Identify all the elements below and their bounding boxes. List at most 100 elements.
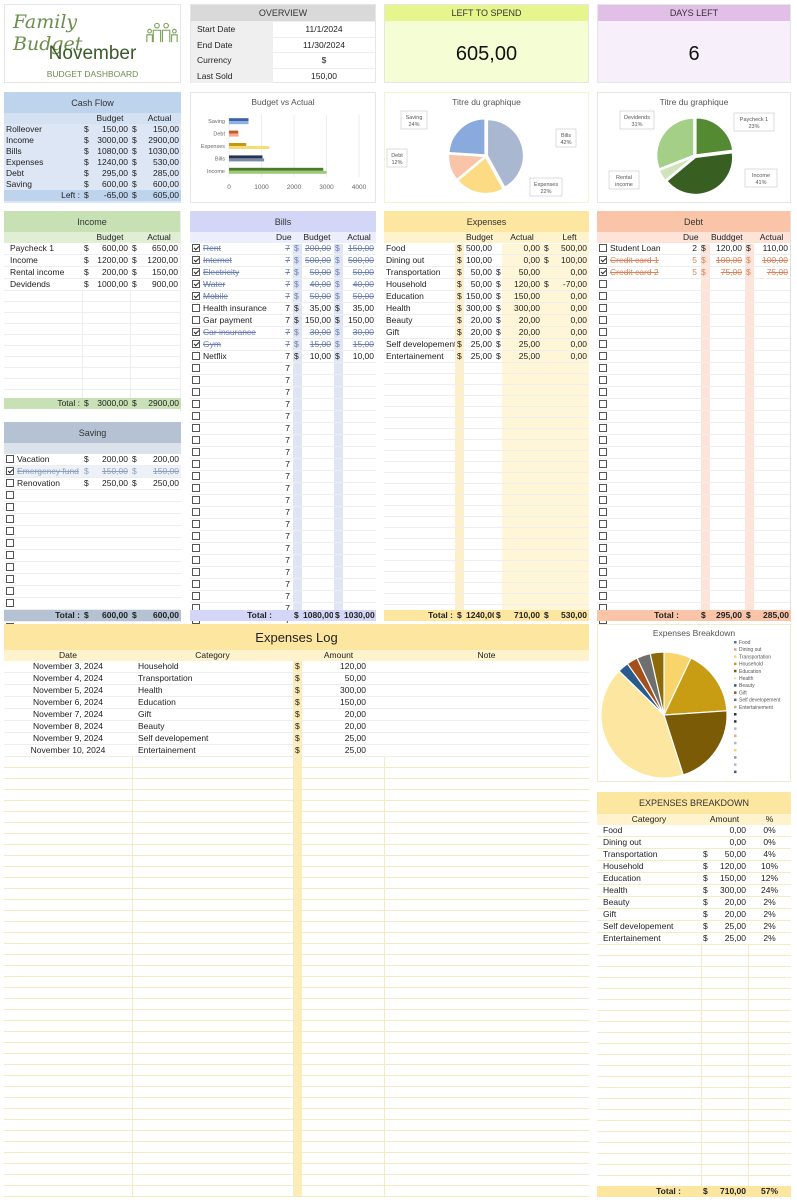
checkbox[interactable]	[192, 412, 200, 420]
log-note[interactable]	[384, 732, 589, 745]
checkbox[interactable]	[599, 400, 607, 408]
checkbox[interactable]	[192, 400, 200, 408]
checkbox[interactable]	[6, 563, 14, 571]
log-row[interactable]: November 5, 2024 Health $300,00	[4, 684, 589, 697]
checkbox[interactable]	[6, 551, 14, 559]
checkbox[interactable]	[192, 472, 200, 480]
checkbox[interactable]	[192, 364, 200, 372]
log-note[interactable]	[384, 672, 589, 685]
empty-row[interactable]	[4, 932, 589, 944]
empty-row[interactable]	[4, 866, 589, 878]
empty-row[interactable]	[4, 1185, 589, 1197]
empty-row[interactable]	[4, 1042, 589, 1054]
checkbox[interactable]	[192, 292, 200, 300]
checkbox[interactable]	[599, 532, 607, 540]
cashflow-pie-chart[interactable]: Titre du graphique Saving 24% Bills 42% Debt…	[384, 92, 589, 203]
checkbox[interactable]	[599, 388, 607, 396]
log-row[interactable]: November 4, 2024 Transportation $50,00	[4, 672, 589, 685]
empty-row[interactable]	[4, 987, 589, 999]
checkbox[interactable]	[599, 436, 607, 444]
checkbox[interactable]	[599, 484, 607, 492]
empty-row[interactable]	[4, 1141, 589, 1153]
log-row[interactable]: November 3, 2024 Household $120,00	[4, 661, 589, 673]
empty-row[interactable]	[4, 1086, 589, 1098]
checkbox[interactable]	[599, 460, 607, 468]
checkbox[interactable]	[599, 424, 607, 432]
empty-row[interactable]	[4, 822, 589, 834]
checkbox[interactable]	[6, 491, 14, 499]
checkbox[interactable]	[599, 280, 607, 288]
checkbox[interactable]	[6, 515, 14, 523]
checkbox[interactable]	[192, 544, 200, 552]
checkbox[interactable]	[6, 575, 14, 583]
budget-vs-actual-chart[interactable]: Budget vs Actual 0 1000 2000 3000 4000 Income…	[190, 92, 376, 203]
checkbox[interactable]	[192, 352, 200, 360]
empty-row[interactable]	[4, 1031, 589, 1043]
checkbox[interactable]	[6, 455, 14, 463]
empty-row[interactable]	[4, 1119, 589, 1131]
checkbox[interactable]	[599, 508, 607, 516]
log-row[interactable]: November 9, 2024 Self developement $25,00	[4, 732, 589, 745]
checkbox[interactable]	[6, 599, 14, 607]
checkbox[interactable]	[599, 592, 607, 600]
empty-row[interactable]	[4, 899, 589, 911]
checkbox[interactable]	[599, 412, 607, 420]
checkbox[interactable]	[599, 556, 607, 564]
checkbox[interactable]	[192, 520, 200, 528]
checkbox[interactable]	[192, 280, 200, 288]
empty-row[interactable]	[4, 1075, 589, 1087]
checkbox[interactable]	[192, 556, 200, 564]
checkbox[interactable]	[599, 328, 607, 336]
checkbox[interactable]	[192, 484, 200, 492]
checkbox[interactable]	[599, 256, 607, 264]
checkbox[interactable]	[6, 467, 14, 475]
empty-row[interactable]	[4, 767, 589, 779]
checkbox[interactable]	[599, 448, 607, 456]
checkbox[interactable]	[192, 604, 200, 612]
empty-row[interactable]	[4, 1163, 589, 1175]
checkbox[interactable]	[192, 244, 200, 252]
checkbox[interactable]	[192, 256, 200, 264]
empty-row[interactable]	[4, 1097, 589, 1109]
checkbox[interactable]	[6, 503, 14, 511]
log-row[interactable]: November 6, 2024 Education $150,00	[4, 696, 589, 709]
checkbox[interactable]	[599, 364, 607, 372]
checkbox[interactable]	[192, 616, 200, 624]
checkbox[interactable]	[599, 580, 607, 588]
empty-row[interactable]	[4, 800, 589, 812]
empty-row[interactable]	[4, 1020, 589, 1032]
empty-row[interactable]	[4, 1009, 589, 1021]
empty-row[interactable]	[4, 789, 589, 801]
empty-row[interactable]	[4, 943, 589, 955]
empty-row[interactable]	[4, 1130, 589, 1142]
checkbox[interactable]	[599, 472, 607, 480]
empty-row[interactable]	[4, 811, 589, 823]
checkbox[interactable]	[599, 604, 607, 612]
checkbox[interactable]	[192, 496, 200, 504]
empty-row[interactable]	[4, 921, 589, 933]
checkbox[interactable]	[192, 436, 200, 444]
log-row[interactable]: November 10, 2024 Entertainement $25,00	[4, 744, 589, 757]
checkbox[interactable]	[599, 304, 607, 312]
empty-row[interactable]	[4, 1053, 589, 1065]
empty-row[interactable]	[4, 833, 589, 845]
checkbox[interactable]	[599, 244, 607, 252]
log-note[interactable]	[384, 661, 589, 673]
checkbox[interactable]	[192, 376, 200, 384]
checkbox[interactable]	[599, 376, 607, 384]
empty-row[interactable]	[4, 998, 589, 1010]
empty-row[interactable]	[4, 778, 589, 790]
checkbox[interactable]	[192, 460, 200, 468]
checkbox[interactable]	[192, 532, 200, 540]
empty-row[interactable]	[4, 855, 589, 867]
empty-row[interactable]	[4, 965, 589, 977]
log-note[interactable]	[384, 720, 589, 733]
checkbox[interactable]	[192, 340, 200, 348]
checkbox[interactable]	[192, 388, 200, 396]
checkbox[interactable]	[599, 268, 607, 276]
log-note[interactable]	[384, 708, 589, 721]
checkbox[interactable]	[599, 568, 607, 576]
checkbox[interactable]	[6, 587, 14, 595]
log-note[interactable]	[384, 696, 589, 709]
empty-row[interactable]	[4, 910, 589, 922]
